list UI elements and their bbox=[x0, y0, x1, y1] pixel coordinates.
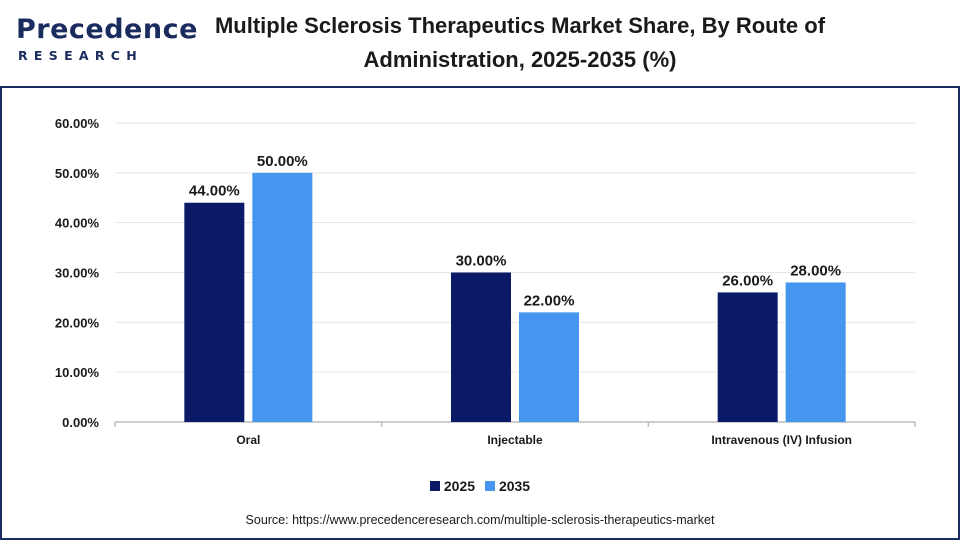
legend: 2025 2035 bbox=[0, 478, 960, 494]
bar-2035 bbox=[785, 282, 846, 422]
brand-name: Precedence bbox=[16, 14, 198, 45]
legend-label-2035: 2035 bbox=[498, 478, 531, 494]
y-tick-label: 40.00% bbox=[55, 216, 100, 231]
chart-title: Multiple Sclerosis Therapeutics Market S… bbox=[214, 13, 826, 72]
legend-item-2035: 2035 bbox=[484, 478, 531, 494]
data-label: 44.00% bbox=[189, 183, 240, 200]
legend-label-2025: 2025 bbox=[443, 478, 476, 494]
y-tick-label: 10.00% bbox=[55, 365, 100, 380]
bar-2025 bbox=[451, 272, 511, 422]
source-note: Source: https://www.precedenceresearch.c… bbox=[245, 513, 715, 527]
x-tick-label: Injectable bbox=[487, 433, 543, 447]
y-tick-label: 50.00% bbox=[55, 166, 100, 181]
legend-swatch-2035 bbox=[484, 481, 495, 491]
bar-2025 bbox=[184, 202, 245, 422]
y-tick-label: 0.00% bbox=[62, 415, 99, 430]
data-label: 50.00% bbox=[257, 153, 308, 170]
header: Precedence RESEARCH Multiple Sclerosis T… bbox=[0, 0, 960, 88]
data-label: 28.00% bbox=[790, 262, 841, 279]
y-tick-label: 30.00% bbox=[55, 266, 100, 281]
legend-item-2025: 2025 bbox=[429, 478, 476, 494]
bar-2035 bbox=[252, 172, 313, 422]
legend-swatch-2025 bbox=[429, 481, 440, 491]
x-tick-label: Intravenous (IV) Infusion bbox=[711, 433, 852, 447]
data-label: 26.00% bbox=[722, 272, 773, 289]
brand-logo: Precedence RESEARCH bbox=[16, 12, 197, 68]
data-label: 30.00% bbox=[456, 253, 507, 270]
bar-2035 bbox=[519, 312, 579, 422]
y-tick-label: 60.00% bbox=[55, 116, 100, 131]
y-tick-label: 20.00% bbox=[55, 315, 100, 330]
data-label: 22.00% bbox=[524, 292, 575, 309]
brand-sub: RESEARCH bbox=[18, 48, 144, 63]
x-tick-label: Oral bbox=[236, 433, 260, 447]
bar-chart: 0.00% 10.00% 20.00% 30.00% 40.00% 50.00% 60.00… bbox=[55, 116, 916, 447]
bar-2025 bbox=[717, 292, 778, 422]
